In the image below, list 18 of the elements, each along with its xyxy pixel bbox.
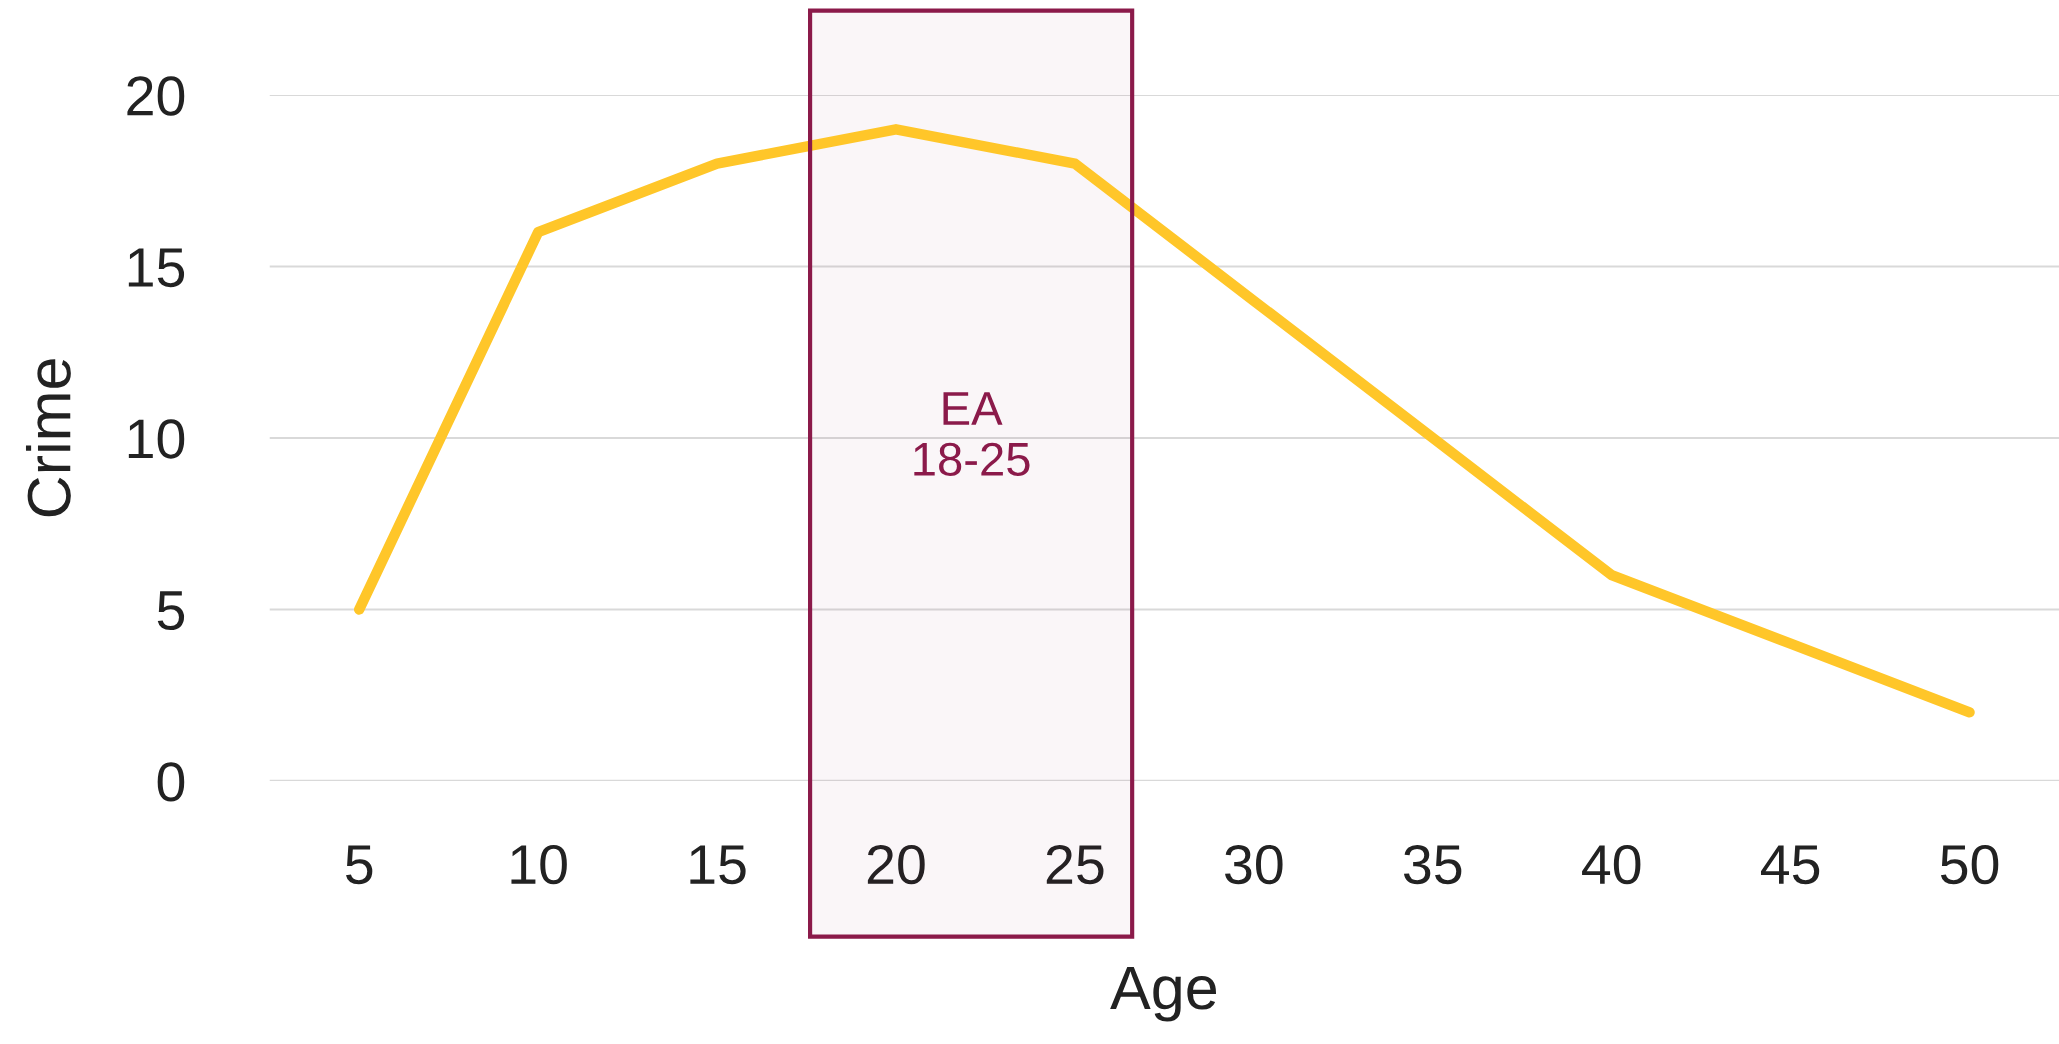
x-tick-label: 15 [690,845,746,885]
x-tick-label: 50 [1940,844,1999,885]
y-tick-label: 5 [157,591,185,631]
x-tick-label: 25 [1046,844,1104,885]
y-tick-label: 10 [128,419,185,459]
band-label: EA 18-25 [914,392,1030,477]
x-tick-label: 10 [511,844,567,885]
x-tick-label: 30 [1225,844,1283,885]
y-axis-title: Crime [25,359,71,517]
x-axis-title: Age [1110,966,1217,1022]
y-tick-label: 15 [128,248,185,288]
x-tick-label: 20 [867,844,925,885]
y-tick-label: 0 [157,762,185,802]
x-tick-label: 45 [1760,845,1820,885]
x-tick-label: 5 [345,845,373,885]
y-tick-label: 20 [127,76,185,116]
x-tick-label: 35 [1403,844,1462,885]
x-tick-label: 40 [1582,844,1641,885]
